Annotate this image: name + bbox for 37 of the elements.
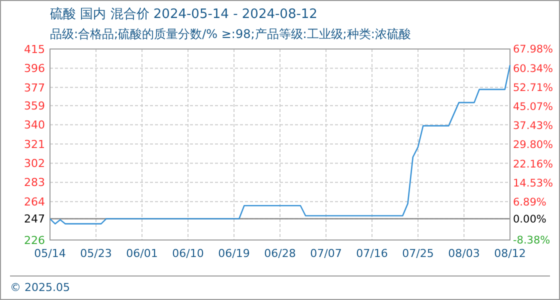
y-tick-label: 321 [24, 138, 45, 151]
y-tick-label: 226 [24, 234, 45, 247]
y2-tick-label: 52.71% [513, 82, 554, 94]
x-tick-label: 08/12 [494, 247, 526, 260]
y-tick-label: 377 [24, 81, 45, 94]
y-tick-label: 247 [24, 212, 45, 226]
x-tick-label: 06/28 [264, 247, 296, 260]
x-tick-label: 06/01 [126, 247, 158, 260]
y-tick-label: 264 [24, 195, 45, 208]
x-tick-label: 05/23 [80, 247, 112, 260]
y2-tick-label: 67.98% [513, 44, 554, 56]
y2-tick-label: 0.00% [513, 214, 546, 226]
x-tick-label: 08/03 [448, 247, 480, 260]
line-series [49, 64, 511, 224]
y-tick-label: 359 [24, 99, 45, 112]
x-tick-label: 07/25 [402, 247, 434, 260]
chart-title: 硫酸 国内 混合价 2024-05-14 - 2024-08-12 [50, 7, 318, 22]
y-tick-label: 283 [24, 176, 45, 190]
y2-tick-label: 45.07% [513, 100, 554, 113]
x-tick-label: 06/19 [218, 247, 250, 260]
chart-subtitle: 品级:合格品;硫酸的质量分数/% ≥:98;产品等级:工业级;种类:浓硫酸 [50, 27, 411, 41]
y-tick-label: 415 [24, 42, 45, 56]
y2-tick-label: 60.34% [513, 62, 554, 75]
text: © 2025.05 [10, 281, 70, 294]
x-tick-label: 06/10 [172, 247, 204, 260]
y-tick-label: 340 [24, 118, 45, 132]
y2-tick-label: -8.38% [513, 234, 550, 247]
y2-tick-label: 14.53% [513, 177, 554, 190]
y-tick-label: 396 [24, 62, 45, 76]
x-tick-label: 07/16 [356, 247, 388, 260]
y2-tick-label: 29.80% [513, 139, 554, 152]
y2-tick-label: 22.16% [513, 158, 554, 170]
x-tick-label: 05/14 [34, 247, 66, 260]
y-tick-label: 302 [24, 157, 45, 170]
y2-tick-label: 6.89% [513, 196, 546, 208]
y2-tick-label: 37.43% [513, 120, 554, 132]
x-tick-label: 07/07 [310, 247, 342, 260]
